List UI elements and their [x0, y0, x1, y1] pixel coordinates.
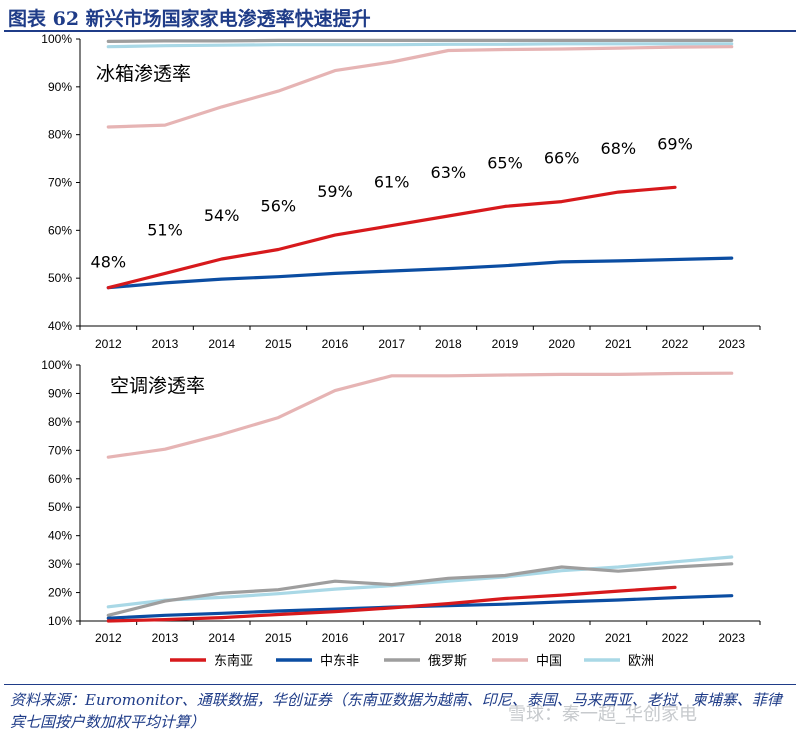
y-tick-label: 80% — [48, 128, 72, 142]
x-tick-label: 2021 — [605, 337, 632, 351]
data-label: 48% — [91, 253, 127, 272]
x-tick-label: 2015 — [265, 337, 292, 351]
x-tick-label: 2023 — [718, 337, 745, 351]
y-tick-label: 70% — [48, 443, 72, 457]
x-tick-label: 2018 — [435, 337, 462, 351]
x-tick-label: 2022 — [662, 337, 689, 351]
legend-item: 中东非 — [276, 654, 359, 669]
data-label: 54% — [204, 206, 240, 225]
legend-item: 俄罗斯 — [384, 654, 467, 669]
series-line-中国 — [106, 45, 734, 129]
y-tick-label: 30% — [48, 557, 72, 571]
chart-title: 图表 62 新兴市场国家家电渗透率快速提升 — [8, 8, 371, 30]
series-line-俄罗斯 — [106, 38, 734, 44]
y-tick-label: 80% — [48, 415, 72, 429]
data-label: 68% — [601, 139, 637, 158]
series-line-东南亚 — [106, 585, 677, 623]
x-tick-label: 2016 — [322, 337, 349, 351]
x-tick-label: 2022 — [662, 631, 689, 645]
legend-label: 中东非 — [320, 654, 359, 669]
series-line-俄罗斯 — [106, 562, 734, 617]
source-divider — [4, 684, 796, 685]
chart-panel-2: 10% 20% 30% 40% 50% 60% 70% 80% 90% 100% 2012 2013 2… — [41, 358, 761, 645]
series-line-东南亚 — [106, 185, 677, 290]
title-bar: 图表 62 新兴市场国家家电渗透率快速提升 — [4, 0, 796, 32]
y-tick-label: 70% — [48, 176, 72, 190]
y-tick-label: 50% — [48, 500, 72, 514]
x-tick-label: 2020 — [548, 337, 575, 351]
y-tick-label: 90% — [48, 80, 72, 94]
legend-label: 东南亚 — [214, 653, 253, 669]
x-tick-label: 2021 — [605, 631, 632, 645]
panel-label: 空调渗透率 — [110, 375, 205, 397]
data-label: 63% — [431, 163, 467, 182]
x-tick-label: 2017 — [378, 337, 405, 351]
y-tick-label: 60% — [48, 472, 72, 486]
x-tick-label: 2014 — [208, 337, 235, 351]
x-tick-label: 2020 — [548, 631, 575, 645]
data-label: 65% — [487, 153, 523, 172]
data-label: 66% — [544, 149, 580, 168]
x-tick-label: 2016 — [322, 631, 349, 645]
x-tick-label: 2019 — [492, 631, 519, 645]
legend-item: 中国 — [492, 654, 562, 669]
series-line-欧洲 — [106, 42, 734, 49]
legend-label: 中国 — [536, 654, 562, 669]
y-tick-label: 90% — [48, 386, 72, 400]
y-tick-label: 10% — [48, 614, 72, 628]
x-tick-label: 2012 — [95, 631, 122, 645]
x-tick-label: 2014 — [208, 631, 235, 645]
series-line-中东非 — [106, 256, 734, 290]
y-tick-label: 40% — [48, 319, 72, 333]
x-tick-label: 2018 — [435, 631, 462, 645]
x-tick-label: 2017 — [378, 631, 405, 645]
y-tick-label: 60% — [48, 223, 72, 237]
legend-label: 欧洲 — [628, 654, 654, 669]
y-tick-label: 50% — [48, 271, 72, 285]
x-tick-label: 2023 — [718, 631, 745, 645]
panel-label: 冰箱渗透率 — [96, 63, 191, 85]
x-tick-label: 2019 — [492, 337, 519, 351]
legend-item: 欧洲 — [584, 654, 654, 669]
chart-panel-1: 40% 50% 60% 70% 80% 90% 100% 2012 2013 2014 2015 20… — [41, 32, 761, 351]
legend-label: 俄罗斯 — [428, 654, 467, 669]
legend: 东南亚 中东非 俄罗斯 中国 欧洲 — [170, 653, 654, 669]
y-tick-label: 100% — [41, 32, 72, 46]
x-tick-label: 2013 — [152, 337, 179, 351]
series-line-中国 — [106, 371, 734, 459]
y-tick-label: 40% — [48, 529, 72, 543]
data-label: 59% — [317, 182, 353, 201]
data-label: 69% — [657, 134, 693, 153]
source-note: 资料来源：Euromonitor、通联数据，华创证券（东南亚数据为越南、印尼、泰… — [10, 691, 782, 731]
y-tick-label: 100% — [41, 358, 72, 372]
legend-item: 东南亚 — [170, 653, 253, 669]
chart-canvas: 40% 50% 60% 70% 80% 90% 100% 2012 2013 2014 2015 20… — [41, 32, 761, 669]
data-label: 61% — [374, 173, 410, 192]
data-label: 56% — [261, 196, 297, 215]
y-tick-label: 20% — [48, 586, 72, 600]
x-tick-label: 2015 — [265, 631, 292, 645]
watermark: 雪球：秦一超_华创家电 — [508, 704, 697, 725]
series-line-欧洲 — [106, 555, 734, 609]
x-tick-label: 2012 — [95, 337, 122, 351]
data-label: 51% — [147, 220, 183, 239]
x-tick-label: 2013 — [152, 631, 179, 645]
